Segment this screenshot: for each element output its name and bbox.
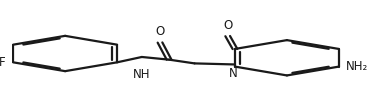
Text: O: O xyxy=(223,19,232,32)
Text: F: F xyxy=(0,56,5,69)
Text: N: N xyxy=(229,67,238,80)
Text: O: O xyxy=(155,25,165,38)
Text: NH₂: NH₂ xyxy=(346,60,368,73)
Text: NH: NH xyxy=(133,68,150,81)
